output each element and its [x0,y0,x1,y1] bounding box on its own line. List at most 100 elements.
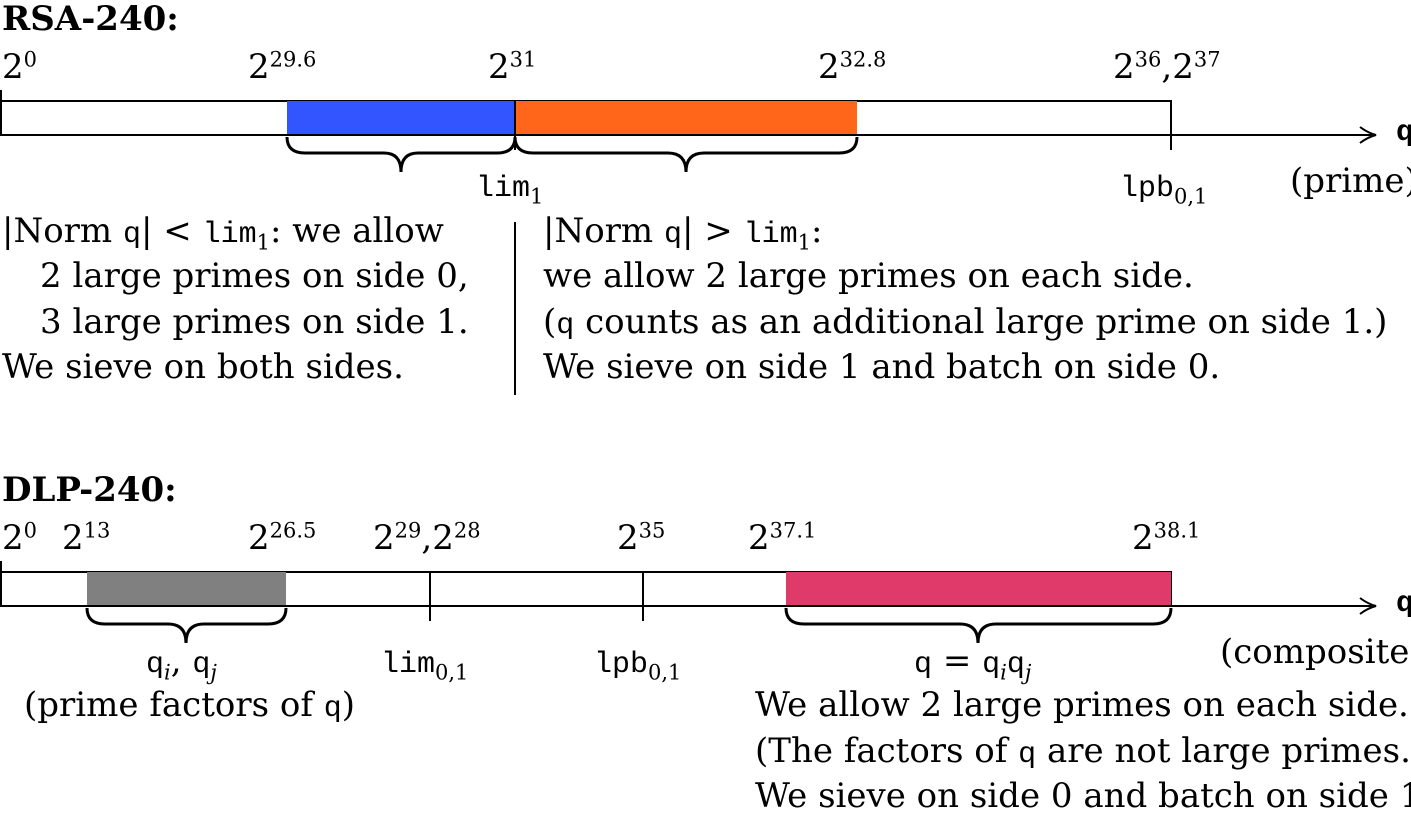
tick-exponent: 29.6 [269,47,317,72]
lim-subscript: 1 [256,230,270,255]
rsa-tick-label-lpb: 236,237 [1113,47,1221,87]
dlp-composite-range [786,572,1171,606]
rsa-right-line-3: (q counts as an additional large prime o… [543,305,1387,341]
dlp-bottom-line-2: (The factors of q are not large primes.) [755,734,1411,770]
tick-base: 2 [1113,47,1135,87]
lim-subscript: 1 [797,230,811,255]
q-symbol: q [663,218,682,252]
q-symbol: q [556,309,575,343]
dlp-section-title: DLP-240: [2,470,177,510]
text-part: counts as an additional large prime on s… [574,302,1388,342]
lpb-subscript: 0,1 [1174,184,1208,209]
rsa-left-line-1: |Norm q| < lim1: we allow [2,211,444,253]
rsa-low-q-range [287,101,515,135]
q-symbol: q [1018,738,1037,772]
dlp-axis-arrowhead [1359,597,1377,615]
text-part: are not large primes.) [1036,731,1411,771]
tick-exponent: 13 [83,518,111,543]
rsa-right-line-2: we allow 2 large primes on each side. [543,256,1194,296]
dlp-factors-label: qi, qj [146,641,217,683]
index-subscript: i [164,660,171,685]
text-part: (prime factors of [24,685,324,725]
tick-exponent: 26.5 [269,518,317,543]
tick-exponent: 29 [394,518,422,543]
tick-exponent: 36 [1134,47,1162,72]
text-part: |Norm [543,211,664,251]
dlp-factor-range [87,572,286,606]
lim-subscript: 1 [530,184,544,209]
rsa-lim-label: lim1 [476,168,543,207]
lim-subscript: 0,1 [435,660,469,685]
q-symbol: q [914,648,933,682]
tick-exponent: 37.1 [769,518,817,543]
lim-text: lim [476,172,531,206]
index-subscript: j [210,660,217,685]
tick-base: 2 [2,518,24,558]
tick-exponent: 37 [1193,47,1221,72]
rsa-kind-label: (prime) [1290,161,1411,201]
tick-base: 2 [62,518,84,558]
dlp-tick-label-factor-high: 226.5 [248,518,317,558]
dlp-tick-label-lpb: 235 [617,518,666,558]
lim-text: lim [202,218,257,252]
rsa-left-line-4: We sieve on both sides. [2,347,404,387]
text-part: : we allow [269,211,444,251]
dlp-lpb-label: lpb0,1 [594,644,681,683]
dlp-lim-label: lim0,1 [381,644,468,683]
q-symbol: q [192,648,211,682]
rsa-tick-label-start: 20 [2,47,37,87]
dlp-tick-label-composite-high: 238.1 [1132,518,1200,558]
rsa-tick-label-lowq: 229.6 [248,47,317,84]
rsa-section-title: RSA-240: [2,0,179,39]
rsa-right-line-4: We sieve on side 1 and batch on side 0. [543,347,1221,387]
lpb-text: lpb [594,648,649,682]
text-part: ( [543,302,557,342]
q-symbol: q [323,692,342,726]
dlp-tick-label-start: 20 [2,518,38,558]
tick-base: 2 [1172,47,1194,87]
rsa-right-line-1: |Norm q| > lim1: [543,211,823,253]
rsa-left-line-3: 3 large primes on side 1. [40,302,469,342]
tick-base: 2 [1132,518,1154,558]
rsa-axis-symbol: q [1396,116,1411,150]
rsa-left-line-2: 2 large primes on side 0, [40,256,469,296]
q-symbol: q [122,218,141,252]
dlp-composite-brace [784,607,1173,644]
rsa-high-brace [513,136,859,173]
rsa-high-q-range [515,101,857,135]
dlp-kind-label: (composite) [1220,632,1411,672]
text-part: , [170,641,193,681]
tick-base: 2 [488,47,510,87]
dlp-factors-note: (prime factors of q) [24,688,355,724]
lpb-text: lpb [1120,172,1175,206]
lim-text: lim [381,648,436,682]
tick-exponent: 35 [638,518,666,543]
text-part: | > [682,211,744,251]
text-part: | < [141,211,203,251]
tick-exponent: 0 [23,518,38,543]
dlp-tick-label-factor-low: 213 [62,518,111,558]
tick-base: 2 [2,47,24,87]
dlp-tick-label-composite-low: 237.1 [748,518,817,558]
q-symbol: q [982,648,1001,682]
dlp-bottom-line-3: We sieve on side 0 and batch on side 1. [755,776,1411,816]
index-subscript: j [1024,660,1032,685]
tick-base: 2 [373,518,395,558]
index-subscript: i [1000,660,1007,685]
tick-base: 2 [748,518,770,558]
rsa-tick-label-lim: 231 [488,47,537,87]
tick-base: 2 [248,518,270,558]
dlp-axis-symbol: q [1396,587,1411,621]
tick-base: 2 [617,518,639,558]
tick-exponent: 28 [453,518,481,543]
rsa-axis-arrowhead [1359,126,1377,144]
rsa-tick-label-highq: 232.8 [818,49,886,84]
text-part: : [810,211,823,251]
tick-exponent: 31 [509,47,537,72]
dlp-factor-brace [85,607,288,644]
text-part: = [932,641,983,681]
q-symbol: q [146,648,165,682]
rsa-low-brace [285,136,517,173]
dlp-tick-label-lim: 229,228 [373,518,481,558]
